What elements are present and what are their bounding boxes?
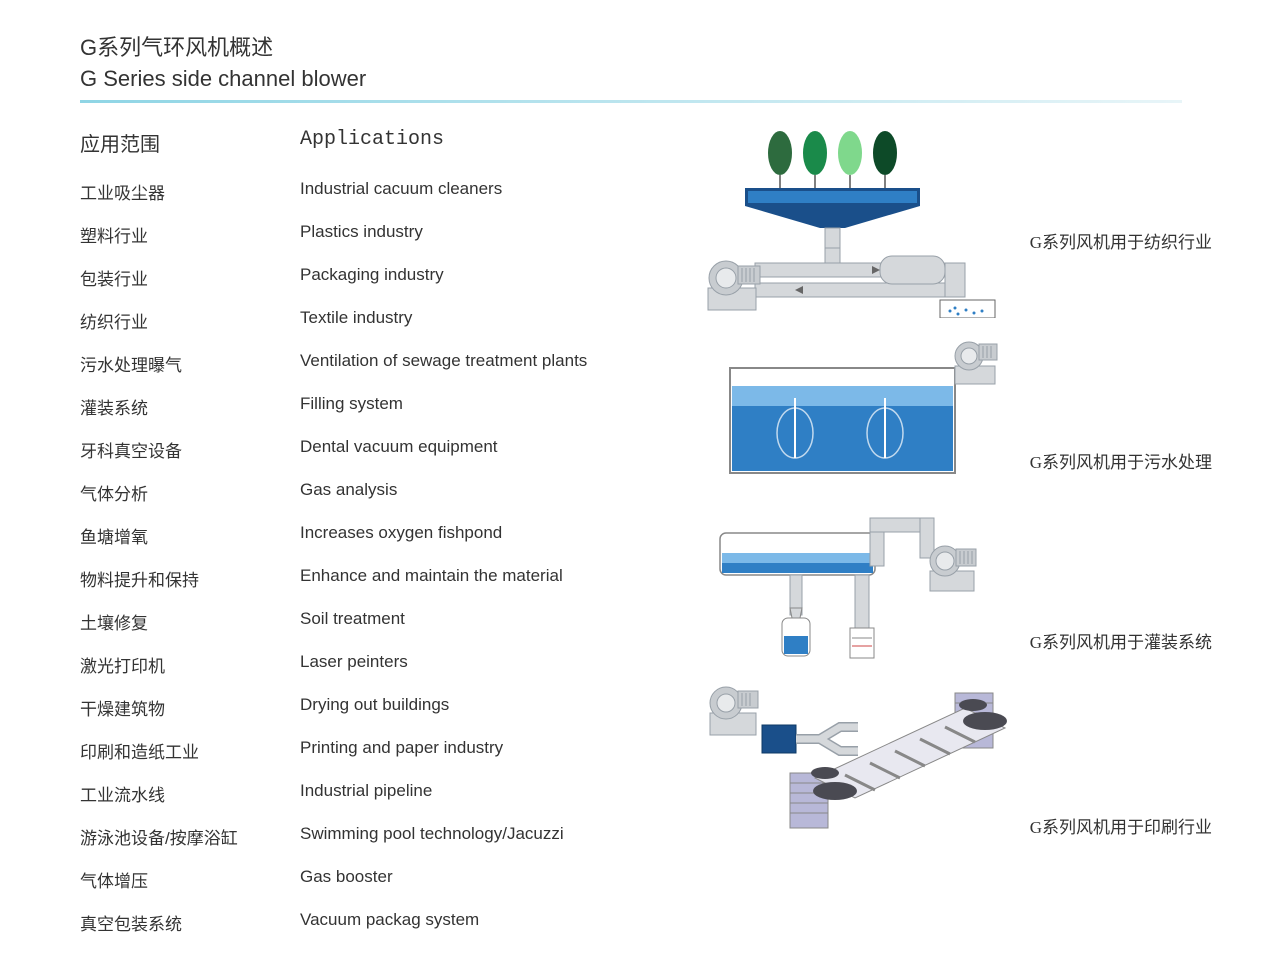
section-heading: 应用范围 Applications (80, 128, 700, 157)
application-label-cn: 真空包装系统 (80, 910, 300, 935)
application-row: 工业流水线Industrial pipeline (80, 781, 700, 806)
application-label-cn: 干燥建筑物 (80, 695, 300, 720)
application-row: 纺织行业Textile industry (80, 308, 700, 333)
figure-printing: G系列风机用于印刷行业 (700, 683, 1182, 843)
figure-caption: G系列风机用于灌装系统 (1030, 628, 1212, 653)
application-row: 包装行业Packaging industry (80, 265, 700, 290)
application-label-cn: 工业吸尘器 (80, 179, 300, 204)
application-label-en: Industrial cacuum cleaners (300, 179, 502, 204)
application-row: 物料提升和保持Enhance and maintain the material (80, 566, 700, 591)
page-title-cn: G系列气环风机概述 (80, 30, 1182, 62)
application-row: 塑料行业Plastics industry (80, 222, 700, 247)
application-label-cn: 包装行业 (80, 265, 300, 290)
application-label-en: Textile industry (300, 308, 412, 333)
application-row: 真空包装系统Vacuum packag system (80, 910, 700, 935)
header-divider (80, 100, 1182, 103)
application-label-cn: 工业流水线 (80, 781, 300, 806)
application-label-en: Swimming pool technology/Jacuzzi (300, 824, 564, 849)
application-label-cn: 物料提升和保持 (80, 566, 300, 591)
application-row: 气体分析Gas analysis (80, 480, 700, 505)
application-label-en: Gas analysis (300, 480, 397, 505)
application-label-en: Increases oxygen fishpond (300, 523, 502, 548)
figure-caption: G系列风机用于印刷行业 (1030, 813, 1212, 838)
application-label-en: Enhance and maintain the material (300, 566, 563, 591)
application-label-cn: 塑料行业 (80, 222, 300, 247)
application-row: 印刷和造纸工业Printing and paper industry (80, 738, 700, 763)
application-label-en: Plastics industry (300, 222, 423, 247)
application-label-cn: 灌装系统 (80, 394, 300, 419)
application-row: 游泳池设备/按摩浴缸Swimming pool technology/Jacuz… (80, 824, 700, 849)
figure-caption: G系列风机用于污水处理 (1030, 448, 1212, 473)
application-row: 鱼塘增氧Increases oxygen fishpond (80, 523, 700, 548)
application-label-en: Industrial pipeline (300, 781, 432, 806)
application-label-cn: 土壤修复 (80, 609, 300, 634)
application-label-en: Packaging industry (300, 265, 444, 290)
figure-textile: G系列风机用于纺织行业 (700, 128, 1182, 318)
application-label-cn: 牙科真空设备 (80, 437, 300, 462)
application-label-cn: 激光打印机 (80, 652, 300, 677)
application-label-en: Ventilation of sewage treatment plants (300, 351, 587, 376)
application-label-cn: 气体增压 (80, 867, 300, 892)
application-row: 激光打印机Laser peinters (80, 652, 700, 677)
application-row: 气体增压Gas booster (80, 867, 700, 892)
application-label-cn: 印刷和造纸工业 (80, 738, 300, 763)
application-row: 污水处理曝气Ventilation of sewage treatment pl… (80, 351, 700, 376)
applications-column: 应用范围 Applications 工业吸尘器Industrial cacuum… (80, 128, 700, 953)
application-row: 工业吸尘器Industrial cacuum cleaners (80, 179, 700, 204)
application-label-cn: 污水处理曝气 (80, 351, 300, 376)
application-row: 土壤修复Soil treatment (80, 609, 700, 634)
figure-caption: G系列风机用于纺织行业 (1030, 228, 1212, 253)
figures-column: G系列风机用于纺织行业 (700, 128, 1182, 953)
application-row: 牙科真空设备Dental vacuum equipment (80, 437, 700, 462)
application-label-cn: 气体分析 (80, 480, 300, 505)
application-label-en: Printing and paper industry (300, 738, 503, 763)
section-label-en: Applications (300, 128, 444, 157)
application-label-en: Gas booster (300, 867, 393, 892)
application-label-en: Dental vacuum equipment (300, 437, 498, 462)
application-label-en: Drying out buildings (300, 695, 449, 720)
application-row: 灌装系统Filling system (80, 394, 700, 419)
figure-filling: G系列风机用于灌装系统 (700, 508, 1182, 663)
application-row: 干燥建筑物Drying out buildings (80, 695, 700, 720)
section-label-cn: 应用范围 (80, 128, 300, 157)
figure-sewage: G系列风机用于污水处理 (700, 338, 1182, 488)
application-label-en: Vacuum packag system (300, 910, 479, 935)
application-label-en: Laser peinters (300, 652, 408, 677)
page-title-en: G Series side channel blower (80, 66, 1182, 92)
application-label-en: Filling system (300, 394, 403, 419)
application-label-en: Soil treatment (300, 609, 405, 634)
applications-list: 工业吸尘器Industrial cacuum cleaners塑料行业Plast… (80, 179, 700, 935)
application-label-cn: 纺织行业 (80, 308, 300, 333)
application-label-cn: 鱼塘增氧 (80, 523, 300, 548)
content-area: 应用范围 Applications 工业吸尘器Industrial cacuum… (80, 128, 1182, 953)
application-label-cn: 游泳池设备/按摩浴缸 (80, 824, 300, 849)
